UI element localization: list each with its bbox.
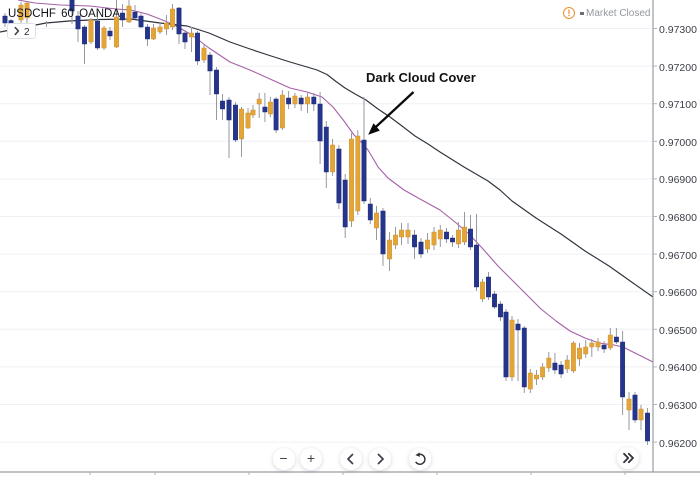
svg-text:2: 2 xyxy=(24,27,30,38)
